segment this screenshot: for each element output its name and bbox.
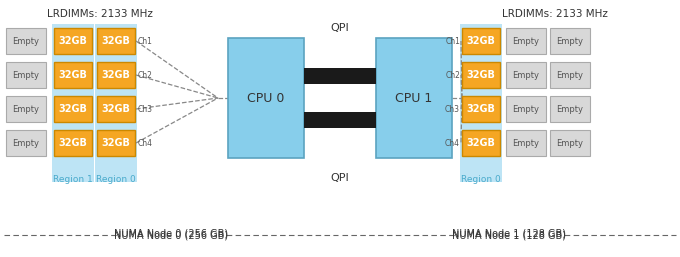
Bar bbox=[550, 130, 590, 156]
Text: CPU 0: CPU 0 bbox=[248, 91, 285, 105]
Text: QPI: QPI bbox=[330, 23, 350, 33]
Bar bbox=[54, 28, 92, 54]
Text: CPU 1: CPU 1 bbox=[395, 91, 432, 105]
Bar bbox=[119, 228, 223, 238]
Bar bbox=[462, 62, 500, 88]
Bar bbox=[97, 62, 135, 88]
Text: 32GB: 32GB bbox=[101, 138, 131, 148]
Text: 32GB: 32GB bbox=[58, 70, 88, 80]
Bar bbox=[54, 96, 92, 122]
Text: Region 0: Region 0 bbox=[461, 175, 501, 183]
Bar bbox=[304, 68, 376, 84]
Text: NUMA Node 1 (128 GB): NUMA Node 1 (128 GB) bbox=[452, 228, 566, 238]
Text: 32GB: 32GB bbox=[466, 138, 496, 148]
Text: Ch1: Ch1 bbox=[445, 36, 460, 45]
Text: Empty: Empty bbox=[513, 70, 539, 79]
Bar bbox=[6, 62, 46, 88]
Text: Region 0: Region 0 bbox=[96, 175, 136, 183]
Bar bbox=[506, 130, 546, 156]
Bar bbox=[550, 62, 590, 88]
Text: Empty: Empty bbox=[556, 70, 583, 79]
Text: 32GB: 32GB bbox=[101, 36, 131, 46]
Text: 32GB: 32GB bbox=[466, 36, 496, 46]
Bar bbox=[97, 96, 135, 122]
Text: NUMA Node 0 (256 GB): NUMA Node 0 (256 GB) bbox=[114, 230, 228, 240]
Text: Ch4: Ch4 bbox=[445, 139, 460, 148]
Text: 32GB: 32GB bbox=[58, 138, 88, 148]
Bar bbox=[54, 62, 92, 88]
Bar bbox=[6, 28, 46, 54]
Text: NUMA Node 1 (128 GB): NUMA Node 1 (128 GB) bbox=[452, 230, 566, 240]
Bar bbox=[506, 28, 546, 54]
Text: 32GB: 32GB bbox=[101, 104, 131, 114]
Bar bbox=[460, 24, 502, 182]
Text: Region 1: Region 1 bbox=[53, 175, 93, 183]
Text: 32GB: 32GB bbox=[466, 104, 496, 114]
Bar bbox=[462, 28, 500, 54]
Text: Ch4: Ch4 bbox=[138, 139, 153, 148]
Bar bbox=[97, 130, 135, 156]
Text: Empty: Empty bbox=[12, 139, 39, 148]
Bar bbox=[550, 28, 590, 54]
Text: Empty: Empty bbox=[12, 105, 39, 114]
Bar bbox=[376, 38, 452, 158]
Text: Ch1: Ch1 bbox=[138, 36, 153, 45]
Bar bbox=[462, 96, 500, 122]
Text: Ch3: Ch3 bbox=[138, 105, 153, 114]
Text: Empty: Empty bbox=[556, 105, 583, 114]
Text: 32GB: 32GB bbox=[58, 36, 88, 46]
Bar bbox=[54, 130, 92, 156]
Bar bbox=[228, 38, 304, 158]
Bar bbox=[506, 96, 546, 122]
Bar bbox=[304, 112, 376, 128]
Text: QPI: QPI bbox=[330, 173, 350, 183]
Text: LRDIMMs: 2133 MHz: LRDIMMs: 2133 MHz bbox=[47, 9, 153, 19]
Text: 32GB: 32GB bbox=[101, 70, 131, 80]
Text: Empty: Empty bbox=[12, 70, 39, 79]
Bar bbox=[6, 130, 46, 156]
Text: Empty: Empty bbox=[12, 36, 39, 45]
Text: NUMA Node 0 (256 GB): NUMA Node 0 (256 GB) bbox=[114, 228, 228, 238]
Bar bbox=[506, 62, 546, 88]
Text: Empty: Empty bbox=[513, 105, 539, 114]
Text: Empty: Empty bbox=[556, 36, 583, 45]
Bar bbox=[457, 228, 561, 238]
Text: 32GB: 32GB bbox=[466, 70, 496, 80]
Bar bbox=[6, 96, 46, 122]
Bar bbox=[95, 24, 137, 182]
Text: 32GB: 32GB bbox=[58, 104, 88, 114]
Text: Empty: Empty bbox=[556, 139, 583, 148]
Text: Empty: Empty bbox=[513, 139, 539, 148]
Bar bbox=[462, 130, 500, 156]
Bar bbox=[97, 28, 135, 54]
Text: Ch3: Ch3 bbox=[445, 105, 460, 114]
Bar bbox=[550, 96, 590, 122]
Bar bbox=[52, 24, 94, 182]
Text: Ch2: Ch2 bbox=[138, 70, 153, 79]
Text: Empty: Empty bbox=[513, 36, 539, 45]
Text: LRDIMMs: 2133 MHz: LRDIMMs: 2133 MHz bbox=[502, 9, 608, 19]
Text: Ch2: Ch2 bbox=[445, 70, 460, 79]
